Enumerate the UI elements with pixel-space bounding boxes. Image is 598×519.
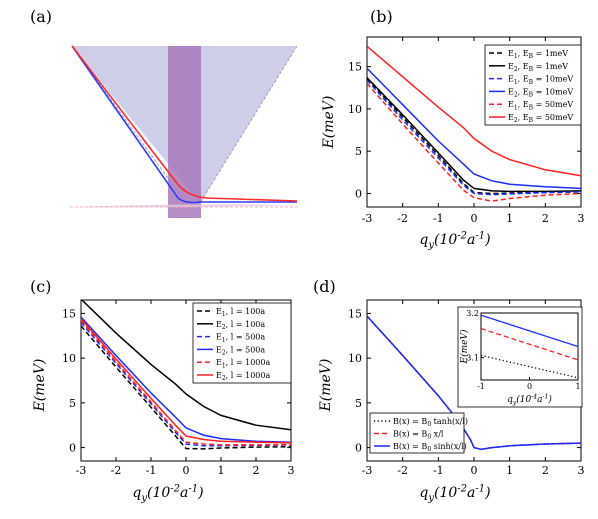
- panel-a: (a): [30, 7, 300, 218]
- x-tick-label: -1: [433, 212, 444, 225]
- x-tick-label: 2: [542, 212, 549, 225]
- legend-entry: E1​, l = 1000a: [216, 358, 270, 369]
- legend-entry: E1​, l = 100a: [216, 307, 265, 318]
- inset-series-line-3: [481, 314, 578, 348]
- panel-a-label: (a): [30, 7, 52, 26]
- inset-series-line-2: [481, 327, 578, 361]
- x-tick-label: 3: [288, 464, 295, 477]
- legend-entry: B(x) = B0​ tanh(x/l): [393, 417, 468, 428]
- legend-box: [192, 302, 292, 384]
- y-tick-label: 5: [355, 397, 362, 410]
- x-tick-label: 2: [253, 464, 260, 477]
- x-tick-label: -2: [111, 464, 122, 477]
- cone-right-edge: [199, 45, 298, 204]
- legend-entry: E1​, EB​ = 1meV: [508, 49, 568, 60]
- y-tick-label: 10: [348, 352, 362, 365]
- legend-entry: E2​, l = 1000a: [216, 371, 270, 382]
- panel-d: (d)-3-2-10123051015qy​(10-2​a-1​)E(meV)B…: [313, 277, 585, 504]
- x-tick-label: 0: [471, 212, 478, 225]
- x-tick-label: -3: [362, 212, 373, 225]
- x-tick-label: 2: [542, 464, 549, 477]
- legend-entry: E1​, EB​ = 50meV: [508, 100, 573, 111]
- series-line-4: [367, 67, 581, 190]
- legend-entry: E2​, EB​ = 10meV: [508, 87, 573, 98]
- x-tick-label: -1: [146, 464, 157, 477]
- legend: B(x) = B0​ tanh(x/l) B(x) = B0​ x/lB(x) =…: [369, 412, 468, 454]
- legend-entry: E1​, EB​ = 10meV: [508, 75, 573, 86]
- y-tick-label: 0: [355, 442, 362, 455]
- series-line-4: [81, 316, 291, 443]
- series-line-3: [367, 315, 581, 451]
- series-line-2: [367, 77, 581, 193]
- x-tick-label: 3: [578, 464, 585, 477]
- y-tick-label: 15: [62, 307, 76, 320]
- legend-entry: E2​, EB​ = 1meV: [508, 62, 568, 73]
- x-tick-label: 0: [183, 464, 190, 477]
- upper-band-curve: [71, 45, 298, 202]
- series-line-6: [81, 318, 291, 444]
- y-tick-label: 5: [69, 397, 76, 410]
- inset-y-tick-label: 3.2: [466, 309, 479, 318]
- x-tick-label: -1: [433, 464, 444, 477]
- x-tick-label: 3: [578, 212, 585, 225]
- x-tick-label: -2: [397, 464, 408, 477]
- x-tick-label: 1: [218, 464, 225, 477]
- panel-b-label: (b): [370, 7, 393, 26]
- y-axis-title: E(meV): [32, 359, 48, 413]
- panel-b: (b) -3 -2 -1 0 1 2 3 0 5 10 15 qy​(10-2​a-1​) E(meV) E…: [321, 7, 585, 251]
- panel-c: (c) -3 -2 -1 0 1 2 3 0 5 10 15 qy​(10-2​a-1​) E(meV) E…: [30, 277, 295, 504]
- inset-x-tick-label: 0: [527, 382, 532, 391]
- y-tick-label: 15: [348, 307, 362, 320]
- x-tick-label: 1: [506, 464, 513, 477]
- series-line-5: [81, 320, 291, 446]
- legend-entry: E1​, l = 500a: [216, 333, 265, 344]
- x-axis-title: qy​(10-2​a-1​): [419, 484, 490, 504]
- y-axis-title: E(meV): [321, 96, 337, 150]
- field-stripe: [168, 46, 201, 218]
- inset-x-axis-title: qy​(10-4​a-1​): [507, 394, 552, 407]
- panel-d-label: (d): [313, 277, 336, 296]
- legend-entry: E2​, l = 100a: [216, 320, 265, 331]
- series-line-3: [367, 79, 581, 196]
- inset-background: [457, 306, 583, 408]
- series-line-6: [367, 45, 581, 177]
- y-tick-label: 10: [62, 352, 76, 365]
- y-tick-label: 0: [69, 442, 76, 455]
- series-line-2: [81, 300, 291, 431]
- legend-entry: E2​, l = 500a: [216, 345, 265, 356]
- inset-y-tick-label: 3.1: [466, 354, 479, 363]
- x-tick-label: 1: [506, 212, 513, 225]
- panel-c-label: (c): [30, 277, 51, 296]
- y-axis-title: E(meV): [318, 359, 334, 413]
- inset: -1 0 1 3.1 3.2 qy​(10-4​a-1​) E(meV): [457, 306, 583, 408]
- series-line-1: [81, 325, 291, 450]
- legend-box: [484, 44, 582, 126]
- x-tick-label: 0: [471, 464, 478, 477]
- legend-entry: B(x) = B0​ sinh(x/l): [393, 442, 467, 453]
- x-tick-label: -2: [397, 212, 408, 225]
- legend: E1​, EB​ = 1meV E2​, EB​ = 1meV E1​, EB​ =…: [484, 44, 582, 126]
- y-tick-label: 0: [355, 187, 362, 200]
- x-axis-title: qy​(10-2​a-1​): [419, 231, 490, 251]
- legend-entry: E2​, EB​ = 50meV: [508, 113, 573, 124]
- inset-x-tick-label: -1: [477, 382, 485, 391]
- series-line-5: [367, 83, 581, 202]
- inset-x-tick-label: 1: [575, 382, 580, 391]
- y-tick-label: 10: [348, 103, 362, 116]
- legend-entry: B(x) = B0​ x/l: [393, 430, 444, 441]
- inset-y-axis-title: E(meV): [459, 329, 470, 364]
- y-tick-label: 5: [355, 145, 362, 158]
- x-axis-title: qy​(10-2​a-1​): [132, 484, 203, 504]
- y-tick-label: 15: [348, 61, 362, 74]
- x-tick-label: -3: [76, 464, 87, 477]
- x-tick-label: -3: [362, 464, 373, 477]
- lower-band-curve: [71, 45, 297, 204]
